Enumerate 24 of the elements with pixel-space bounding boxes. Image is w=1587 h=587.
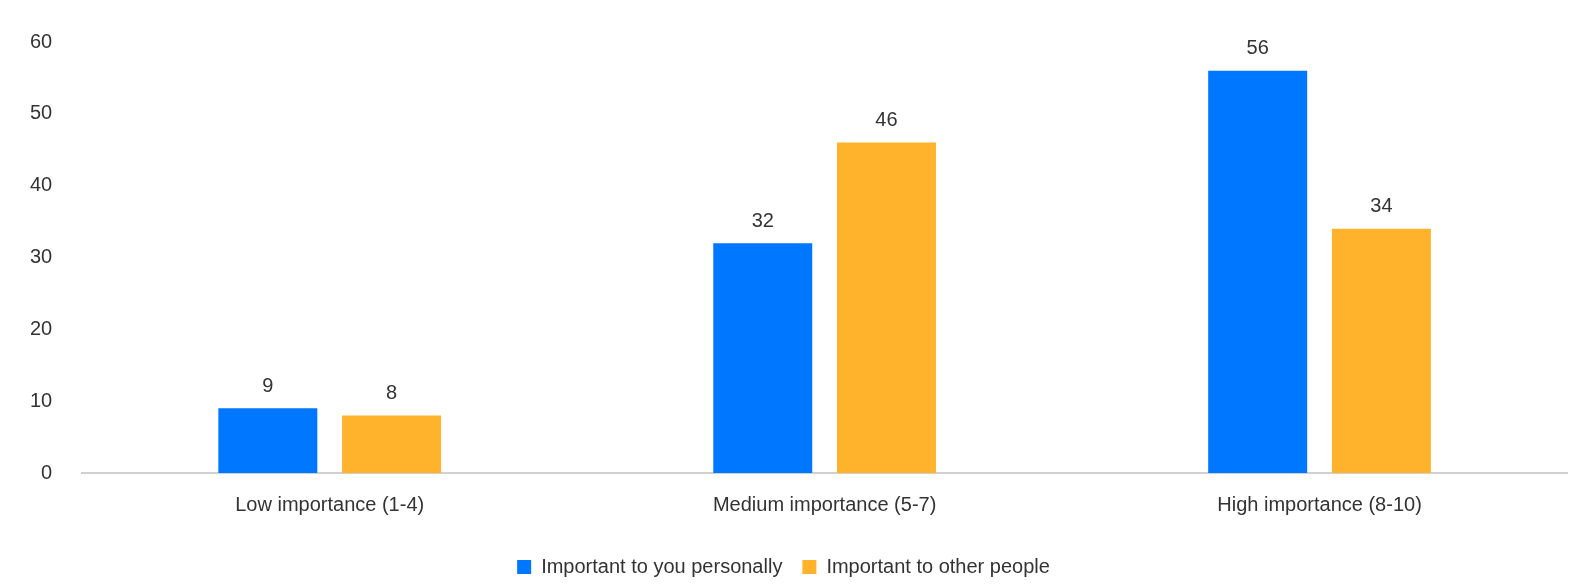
legend-label: Important to you personally bbox=[541, 554, 783, 577]
bar bbox=[837, 142, 936, 473]
y-tick-label: 40 bbox=[30, 173, 53, 196]
data-label: 9 bbox=[262, 373, 274, 396]
bar bbox=[218, 408, 318, 473]
y-tick-label: 50 bbox=[30, 101, 53, 124]
data-label: 32 bbox=[751, 208, 774, 231]
x-tick-label: High importance (8-10) bbox=[1217, 492, 1422, 515]
data-label: 56 bbox=[1246, 36, 1269, 59]
data-label: 46 bbox=[875, 108, 898, 131]
bar bbox=[1208, 70, 1308, 473]
bar bbox=[1331, 228, 1431, 473]
data-label: 34 bbox=[1370, 194, 1393, 217]
bar bbox=[342, 415, 442, 473]
y-tick-label: 20 bbox=[30, 316, 53, 339]
x-tick-label: Medium importance (5-7) bbox=[712, 492, 937, 515]
data-label: 8 bbox=[386, 381, 398, 404]
x-tick-label: Low importance (1-4) bbox=[235, 492, 425, 515]
y-tick-label: 10 bbox=[30, 388, 53, 411]
y-tick-label: 60 bbox=[30, 29, 53, 52]
legend-label: Important to other people bbox=[826, 554, 1050, 577]
y-tick-label: 0 bbox=[41, 460, 53, 483]
bar bbox=[713, 243, 813, 473]
y-tick-label: 30 bbox=[30, 245, 53, 268]
